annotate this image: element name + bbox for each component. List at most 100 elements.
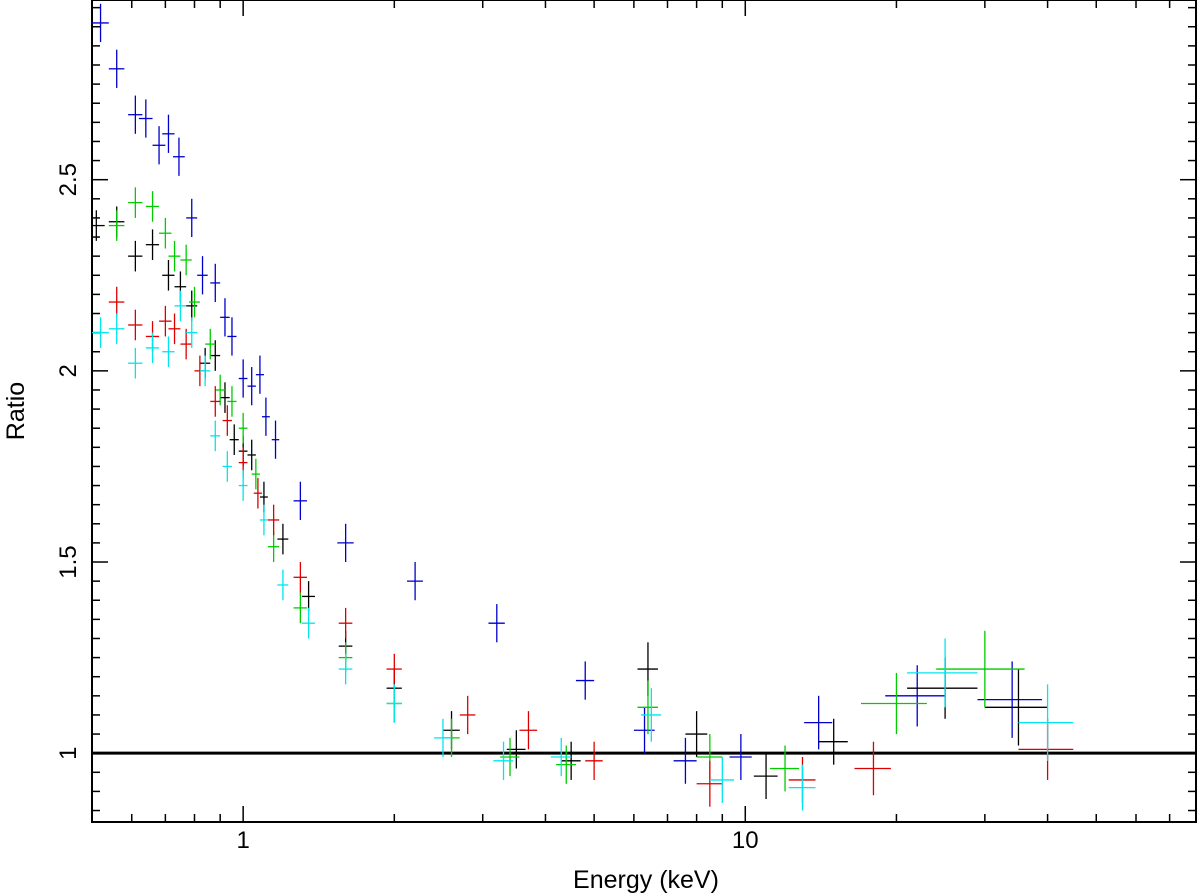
plot-frame <box>91 0 1197 823</box>
data-point <box>108 286 125 318</box>
data-point <box>159 305 172 337</box>
data-point <box>253 477 262 509</box>
series-2 <box>108 187 1025 792</box>
data-point <box>338 653 353 685</box>
data-point <box>550 737 572 777</box>
data-point <box>434 718 452 758</box>
data-point <box>386 653 402 685</box>
data-point <box>188 286 200 318</box>
data-point <box>222 405 232 436</box>
axis-major-ticks <box>92 0 1196 822</box>
data-point <box>271 420 280 459</box>
data-point <box>293 562 307 593</box>
data-point <box>162 336 175 368</box>
data-point <box>210 386 221 417</box>
data-point <box>247 367 256 406</box>
data-point <box>641 688 662 742</box>
data-point <box>138 99 153 138</box>
data-point <box>186 198 198 238</box>
data-point <box>128 240 143 272</box>
y-tick-label: 1.5 <box>55 545 82 578</box>
data-point <box>259 504 268 536</box>
data-series <box>92 3 1074 811</box>
data-point <box>936 630 1025 708</box>
y-tick-label: 2 <box>55 364 82 377</box>
data-point <box>145 332 160 364</box>
data-point <box>337 523 354 563</box>
y-tick-label: 2.5 <box>55 163 82 196</box>
x-tick-label: 10 <box>732 827 759 854</box>
data-point <box>255 355 264 394</box>
data-point <box>907 638 978 708</box>
series-1 <box>92 206 1048 800</box>
x-axis-label: Energy (keV) <box>573 866 719 894</box>
data-point <box>186 317 198 348</box>
data-point <box>199 355 211 387</box>
data-point <box>769 745 800 792</box>
data-point <box>673 737 697 784</box>
data-point <box>108 313 125 345</box>
data-point <box>251 458 260 490</box>
data-point <box>210 420 221 452</box>
data-point <box>159 217 172 249</box>
data-point <box>696 760 723 807</box>
data-point <box>788 764 816 811</box>
data-point <box>885 665 946 727</box>
axis-tick-labels: 1 10 1 1.5 2 2.5 <box>55 163 759 854</box>
data-point <box>222 451 232 482</box>
data-point <box>860 672 927 735</box>
data-point <box>984 669 1048 746</box>
data-point <box>261 397 270 436</box>
data-point <box>92 317 109 348</box>
data-point <box>210 340 221 371</box>
data-point <box>162 114 175 153</box>
data-point <box>238 359 248 398</box>
data-point <box>1018 684 1074 761</box>
data-point <box>488 604 505 643</box>
data-point <box>977 661 1043 738</box>
axis-minor-ticks <box>91 0 1196 822</box>
data-point <box>561 741 581 780</box>
data-point <box>128 187 143 218</box>
data-point <box>804 695 833 750</box>
data-point <box>128 309 143 341</box>
data-point <box>108 49 125 88</box>
data-point <box>302 581 315 612</box>
data-point <box>180 244 192 276</box>
data-point <box>247 439 256 471</box>
data-point <box>729 734 752 780</box>
data-point <box>92 210 105 241</box>
data-point <box>709 757 735 803</box>
data-point <box>220 382 230 413</box>
data-point <box>302 607 315 639</box>
data-point <box>854 741 891 796</box>
data-point <box>220 298 230 337</box>
series-3 <box>108 286 1074 807</box>
x-tick-label: 1 <box>236 827 249 854</box>
data-point <box>174 290 187 322</box>
data-point <box>108 210 125 241</box>
data-point <box>338 607 353 639</box>
data-point <box>293 592 307 624</box>
data-point <box>227 317 237 356</box>
data-point <box>229 424 239 455</box>
y-axis-label: Ratio <box>2 382 30 440</box>
data-point <box>267 531 280 563</box>
data-point <box>210 263 221 303</box>
data-point <box>277 569 289 601</box>
data-point <box>162 259 175 291</box>
data-point <box>519 711 538 750</box>
data-point <box>238 470 248 501</box>
data-point <box>238 412 248 444</box>
data-point <box>197 256 208 295</box>
data-point <box>685 711 708 758</box>
data-point <box>92 3 109 43</box>
data-point <box>585 741 603 780</box>
data-point <box>215 374 225 406</box>
data-point <box>186 290 198 322</box>
data-point <box>173 137 185 176</box>
data-point <box>145 191 160 222</box>
data-point <box>1018 718 1074 780</box>
data-point <box>128 347 143 379</box>
